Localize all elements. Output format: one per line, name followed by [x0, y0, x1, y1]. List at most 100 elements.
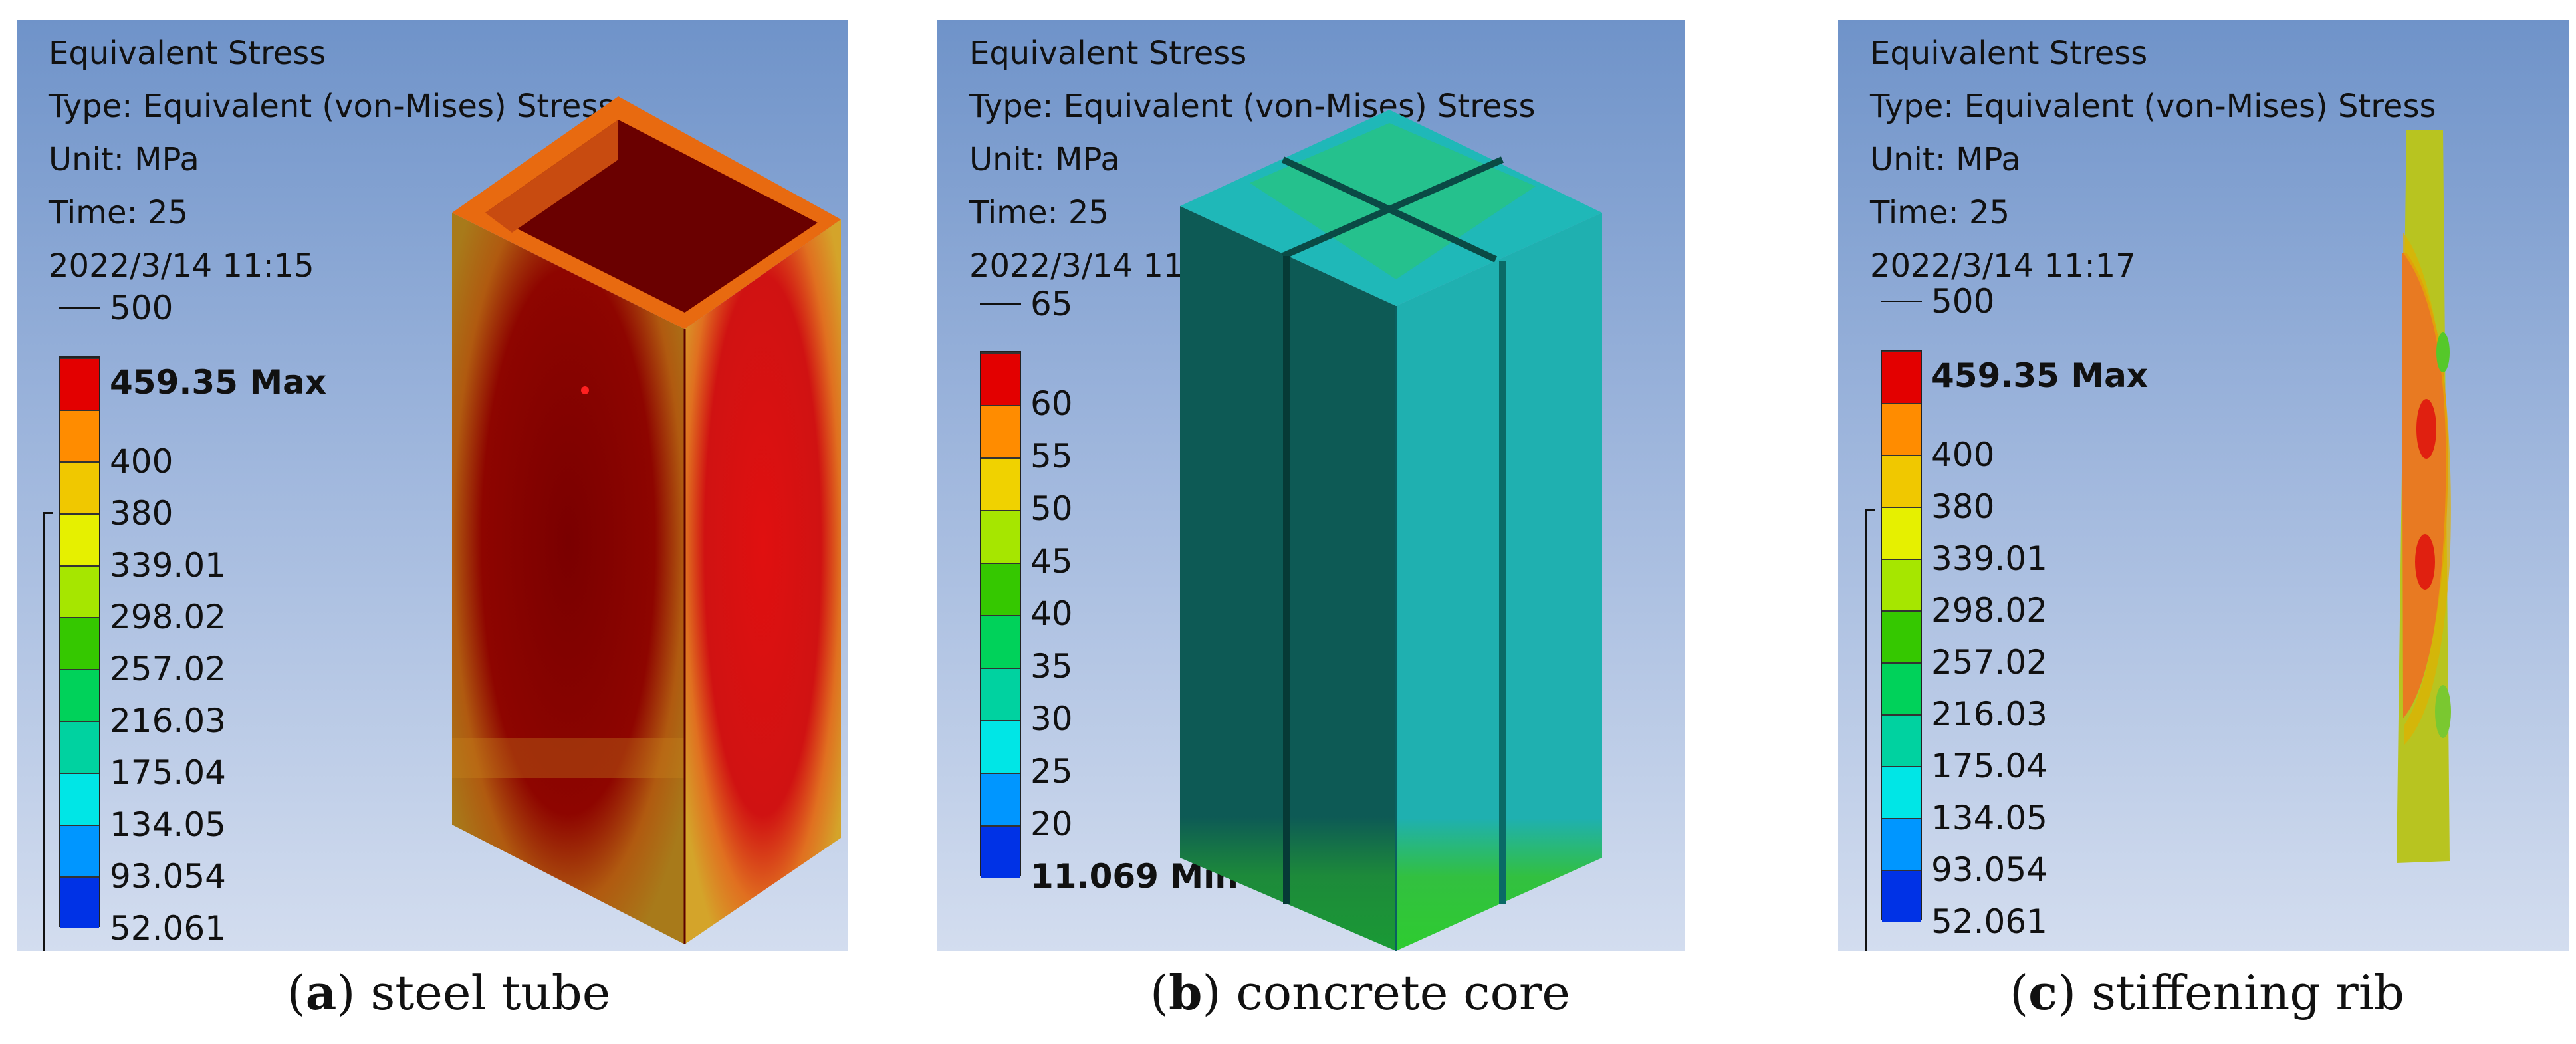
caption-text: stiffening rib	[2091, 965, 2404, 1021]
legend-label: 216.03	[1931, 695, 2048, 733]
stiffening-rib-model	[2397, 130, 2451, 863]
result-type: Type: Equivalent (von-Mises) Stress	[1870, 88, 2436, 125]
legend-swatch	[1882, 351, 1921, 403]
legend-swatch	[981, 457, 1020, 510]
legend-swatch	[981, 405, 1020, 457]
result-time: Time: 25	[969, 194, 1109, 231]
rib-hotspot	[2416, 399, 2436, 459]
legend-label: 40	[1030, 594, 1073, 633]
legend-swatch	[60, 669, 99, 721]
caption-concrete-core: (b) concrete core	[1150, 964, 1570, 1021]
caption-text: steel tube	[370, 965, 611, 1021]
legend-colorbar	[1881, 350, 1922, 922]
panel-steel-tube: Equivalent Stress Type: Equivalent (von-…	[17, 20, 848, 951]
tube-inner-wall	[485, 120, 618, 233]
caption-letter: c	[2028, 964, 2057, 1021]
legend-label: 93.054	[110, 857, 226, 896]
legend-label: 257.02	[1931, 643, 2048, 682]
steel-tube-model	[452, 96, 841, 944]
result-type: Type: Equivalent (von-Mises) Stress	[49, 88, 615, 125]
legend-swatch	[60, 825, 99, 876]
legend-swatch	[981, 825, 1020, 878]
legend-max-label: 459.35 Max	[1931, 356, 2149, 395]
legend-swatch	[1882, 507, 1921, 559]
rib-low-stress-zone	[2436, 332, 2450, 372]
legend-swatch	[60, 721, 99, 773]
concrete-core-model	[1180, 110, 1602, 951]
result-info: Equivalent Stress Type: Equivalent (von-…	[1870, 27, 2436, 293]
result-type: Type: Equivalent (von-Mises) Stress	[969, 88, 1536, 125]
tube-left-face	[452, 213, 685, 944]
legend-label: 52.061	[110, 909, 226, 948]
legend-swatch	[981, 510, 1020, 563]
legend-swatch	[60, 565, 99, 617]
result-name: Equivalent Stress	[1870, 35, 2148, 72]
legend-label: 339.01	[110, 546, 226, 585]
legend-swatch	[981, 615, 1020, 668]
result-unit: Unit: MPa	[1870, 141, 2021, 178]
tube-right-face	[685, 219, 841, 944]
legend-label: 45	[1030, 542, 1073, 581]
rib-hotspot	[2415, 534, 2435, 590]
legend-label: 298.02	[1931, 591, 2048, 630]
rib-stress-zone-yellow	[2403, 233, 2451, 745]
legend-label: 257.02	[110, 650, 226, 688]
rib-stress-zone-orange	[2402, 253, 2448, 718]
legend-label: 134.05	[110, 805, 226, 844]
legend-label: 35	[1030, 647, 1073, 686]
result-name: Equivalent Stress	[49, 35, 326, 72]
panel-stiffening-rib: Equivalent Stress Type: Equivalent (von-…	[1838, 20, 2569, 951]
legend-swatch	[60, 461, 99, 513]
legend-label: 93.054	[1931, 850, 2048, 889]
legend-swatch	[60, 358, 99, 410]
legend-colorbar	[980, 351, 1021, 878]
result-unit: Unit: MPa	[969, 141, 1120, 178]
legend-swatch	[1882, 662, 1921, 714]
stress-hotspot	[581, 386, 589, 394]
legend-swatch	[1882, 403, 1921, 455]
legend-swatch	[1882, 455, 1921, 507]
tube-bottom-band-left	[452, 738, 685, 778]
legend-swatch	[60, 410, 99, 461]
legend-label: 134.05	[1931, 799, 2048, 837]
legend-label: 216.03	[110, 702, 226, 740]
legend-label: 52.061	[1931, 902, 2048, 941]
legend-label: 400	[1931, 436, 1995, 474]
legend-swatch	[1882, 610, 1921, 662]
legend-label: 20	[1030, 805, 1073, 843]
result-unit: Unit: MPa	[49, 141, 199, 178]
caption-letter: a	[305, 964, 337, 1021]
legend-bracket	[1865, 509, 1875, 951]
legend-max-value: 65	[1030, 285, 1073, 323]
legend-colorbar	[59, 356, 100, 928]
caption-text: concrete core	[1236, 965, 1570, 1021]
result-timestamp: 2022/3/14 11:15	[49, 247, 314, 285]
panel-concrete-core: Equivalent Stress Type: Equivalent (von-…	[937, 20, 1685, 951]
legend-label: 400	[110, 442, 174, 481]
legend-label: 60	[1030, 384, 1073, 423]
legend-label: 380	[110, 494, 174, 533]
legend-top-marker	[1881, 301, 1922, 302]
legend-swatch	[1882, 559, 1921, 610]
caption-stiffening-rib: (c) stiffening rib	[2010, 964, 2404, 1021]
legend-swatch	[981, 352, 1020, 405]
legend-swatch	[981, 668, 1020, 720]
legend-label: 55	[1030, 437, 1073, 475]
caption-letter: b	[1169, 964, 1203, 1021]
core-slit	[1281, 156, 1504, 259]
legend-swatch	[60, 617, 99, 669]
legend-label: 175.04	[1931, 747, 2048, 785]
legend-max-value: 500	[1931, 282, 1995, 321]
legend-swatch	[1882, 818, 1921, 870]
result-info: Equivalent Stress Type: Equivalent (von-…	[49, 27, 614, 293]
result-time: Time: 25	[1870, 194, 2010, 231]
legend-swatch	[60, 513, 99, 565]
legend-swatch	[1882, 766, 1921, 818]
legend-top-marker	[59, 307, 100, 309]
legend-swatch	[981, 773, 1020, 825]
legend-swatch	[1882, 714, 1921, 766]
legend-label: 25	[1030, 752, 1073, 791]
legend-max-label: 459.35 Max	[110, 363, 327, 402]
result-name: Equivalent Stress	[969, 35, 1247, 72]
legend-label: 50	[1030, 489, 1073, 528]
